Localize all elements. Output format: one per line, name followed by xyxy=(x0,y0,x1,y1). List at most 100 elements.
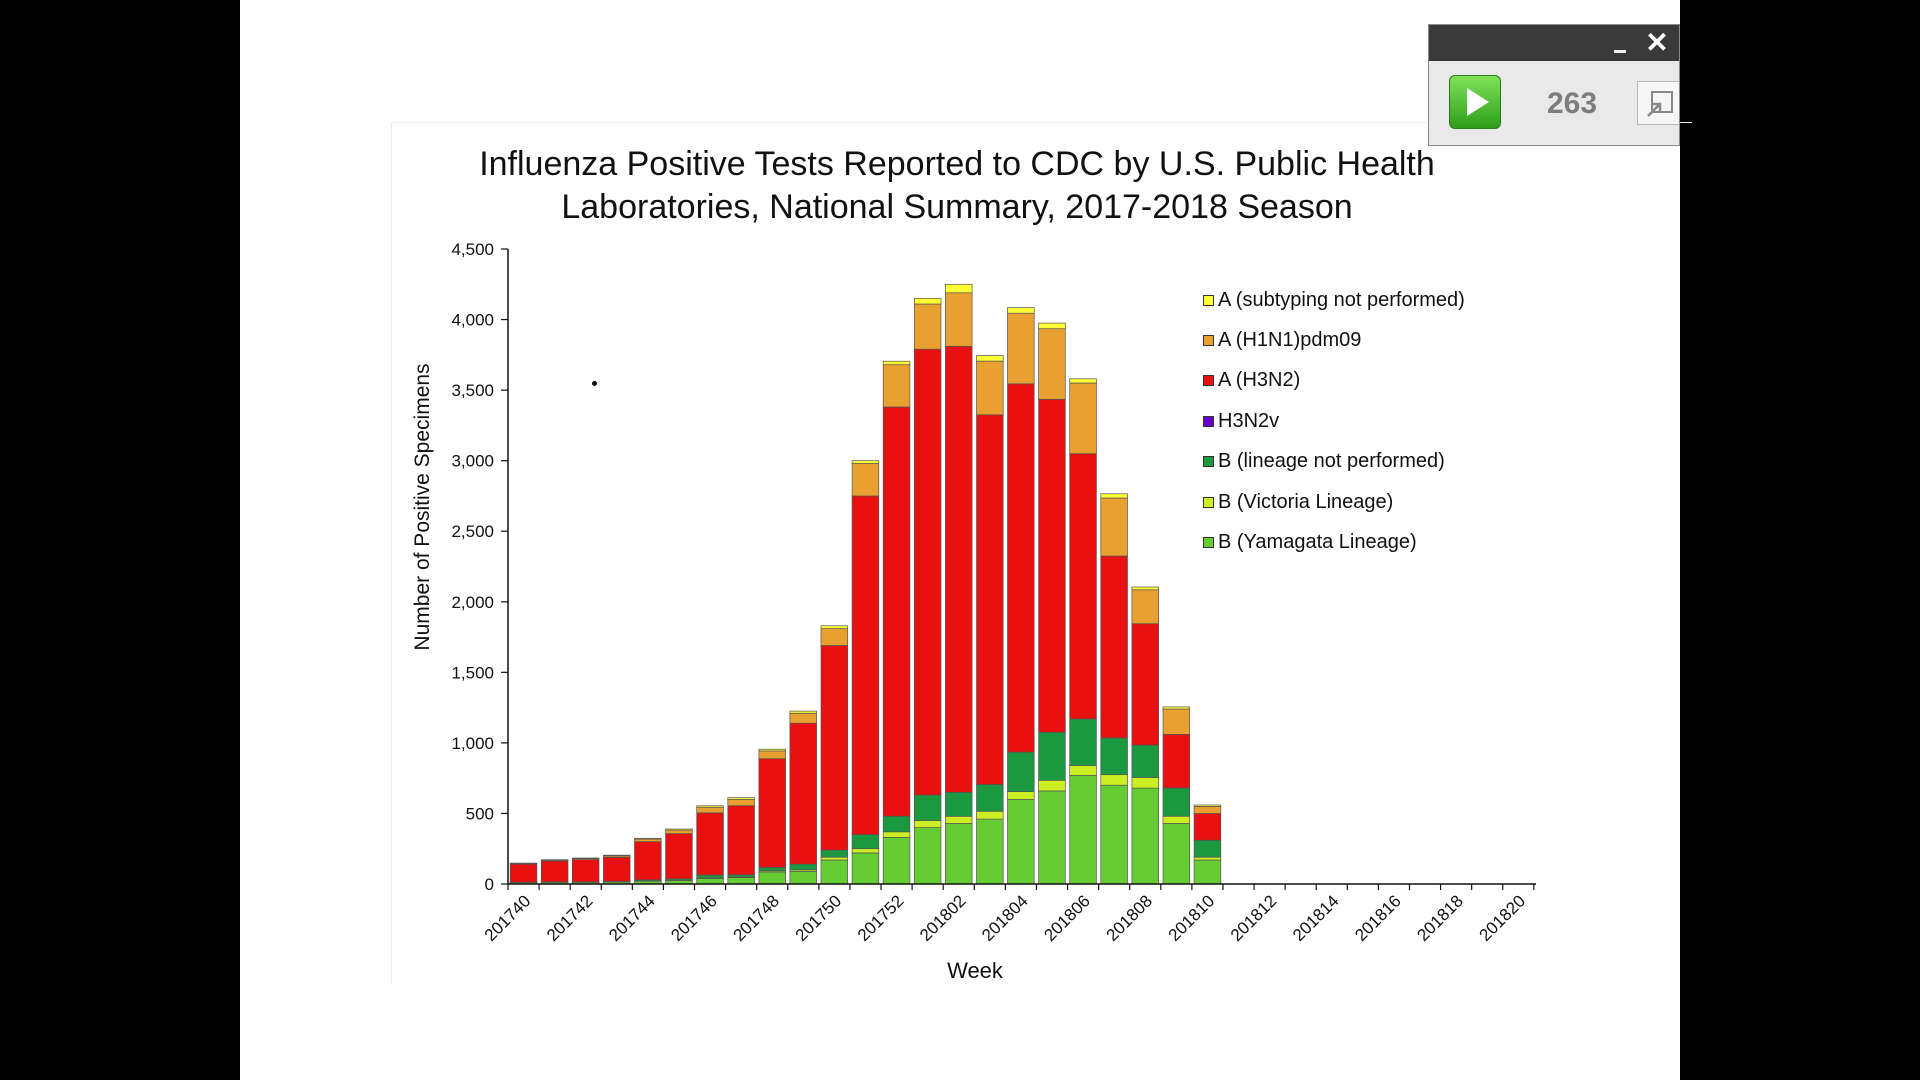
bar-segment xyxy=(727,797,755,800)
bar-segment xyxy=(851,848,880,854)
chart-title: Influenza Positive Tests Reported to CDC… xyxy=(392,143,1522,229)
x-tick-label: 201820 xyxy=(1476,891,1530,945)
bar-segment xyxy=(1131,787,1159,885)
bar-segment xyxy=(976,810,1004,820)
bar-segment xyxy=(789,712,817,724)
bar-segment xyxy=(976,818,1004,885)
bar-segment xyxy=(820,849,849,858)
bar-segment xyxy=(1100,737,1128,776)
bar-segment xyxy=(1131,744,1159,778)
bar-segment xyxy=(1069,378,1097,384)
bar-segment xyxy=(913,794,942,821)
bar-segment xyxy=(913,348,942,796)
legend-label: B (Victoria Lineage) xyxy=(1218,490,1394,513)
x-tick-label: 201744 xyxy=(605,891,659,945)
bar-segment xyxy=(1007,751,1035,792)
bar-segment xyxy=(1038,731,1066,781)
bar-segment xyxy=(851,463,880,497)
bar-segment xyxy=(1007,798,1035,885)
bar-segment xyxy=(882,831,911,838)
bar-segment xyxy=(1038,779,1066,792)
legend-swatch xyxy=(1203,496,1214,508)
bar-segment xyxy=(1100,497,1128,557)
y-tick-label: 500 xyxy=(466,804,494,823)
bar-segment xyxy=(696,812,724,876)
bar-segment xyxy=(789,870,817,885)
bar-segment xyxy=(913,298,942,305)
bar-segment xyxy=(1162,822,1191,885)
y-tick-label: 4,000 xyxy=(451,311,494,330)
bar-segment xyxy=(1007,383,1035,753)
legend-label: A (subtyping not performed) xyxy=(1218,288,1465,311)
legend-item: A (subtyping not performed) xyxy=(1203,280,1465,320)
bar-segment xyxy=(1193,813,1222,841)
bar-segment xyxy=(1100,774,1128,786)
bar-segment xyxy=(634,838,662,842)
bar-segment xyxy=(945,283,973,294)
y-tick-label: 3,500 xyxy=(451,381,494,400)
legend-label: B (lineage not performed) xyxy=(1218,450,1445,473)
y-tick-label: 0 xyxy=(485,875,494,894)
bar-segment xyxy=(1007,307,1035,314)
bar-segment xyxy=(851,834,880,850)
bar-segment xyxy=(1100,493,1128,499)
x-tick-label: 201818 xyxy=(1413,891,1467,945)
bar-segment xyxy=(696,805,724,808)
bar-segment xyxy=(913,303,942,350)
bar-segment xyxy=(758,866,786,872)
bar-segment xyxy=(976,414,1004,785)
bar-segment xyxy=(603,854,631,857)
bar-segment xyxy=(1100,784,1128,885)
bar-segment xyxy=(696,874,724,879)
legend-item: B (lineage not performed) xyxy=(1203,442,1465,482)
x-tick-label: 201806 xyxy=(1040,891,1094,945)
bar-segment xyxy=(727,805,755,876)
bar-segment xyxy=(1100,555,1128,739)
bar-segment xyxy=(851,460,880,464)
bar-segment xyxy=(1069,453,1097,720)
bar-segment xyxy=(1193,856,1222,861)
x-tick-label: 201748 xyxy=(730,891,784,945)
chart-legend: A (subtyping not performed) A (H1N1)pdm09… xyxy=(1203,280,1465,563)
bar-segment xyxy=(1131,777,1159,789)
x-tick-label: 201808 xyxy=(1103,891,1157,945)
bar-segment xyxy=(727,877,755,885)
bar-segment xyxy=(976,784,1004,812)
mouse-cursor-dot xyxy=(592,381,597,386)
expand-icon[interactable] xyxy=(1637,81,1679,125)
bar-segment xyxy=(665,829,693,834)
bar-segment xyxy=(1193,859,1222,885)
bar-segment xyxy=(945,292,973,347)
legend-item: B (Victoria Lineage) xyxy=(1203,482,1465,522)
bar-segment xyxy=(1069,718,1097,766)
bar-segment xyxy=(1162,708,1191,735)
play-icon[interactable] xyxy=(1449,75,1501,129)
bar-segment xyxy=(1162,787,1191,817)
bar-segment xyxy=(820,628,849,646)
bar-segment xyxy=(882,406,911,817)
bar-segment xyxy=(758,758,786,868)
bar-segment xyxy=(1131,586,1159,591)
bar-segment xyxy=(1007,312,1035,385)
x-tick-label: 201752 xyxy=(854,891,908,945)
y-tick-label: 3,000 xyxy=(451,452,494,471)
bars-layer xyxy=(509,283,1222,885)
bar-segment xyxy=(1193,839,1222,858)
bar-segment xyxy=(1193,806,1222,814)
bar-segment xyxy=(1038,398,1066,733)
close-icon[interactable]: ✕ xyxy=(1645,27,1669,58)
bar-segment xyxy=(1131,589,1159,625)
x-tick-label: 201742 xyxy=(543,891,597,945)
bar-segment xyxy=(1038,328,1066,400)
bar-segment xyxy=(851,852,880,885)
player-counter: 263 xyxy=(1546,87,1598,120)
legend-label: A (H3N2) xyxy=(1218,369,1301,392)
bar-segment xyxy=(851,495,880,835)
minimize-icon[interactable] xyxy=(1609,33,1631,55)
x-tick-label: 201812 xyxy=(1227,891,1281,945)
y-tick-label: 1,000 xyxy=(451,734,494,753)
bar-segment xyxy=(789,863,817,871)
bar-segment xyxy=(882,837,911,885)
bar-segment xyxy=(758,871,786,885)
chart-frame xyxy=(391,122,1692,985)
